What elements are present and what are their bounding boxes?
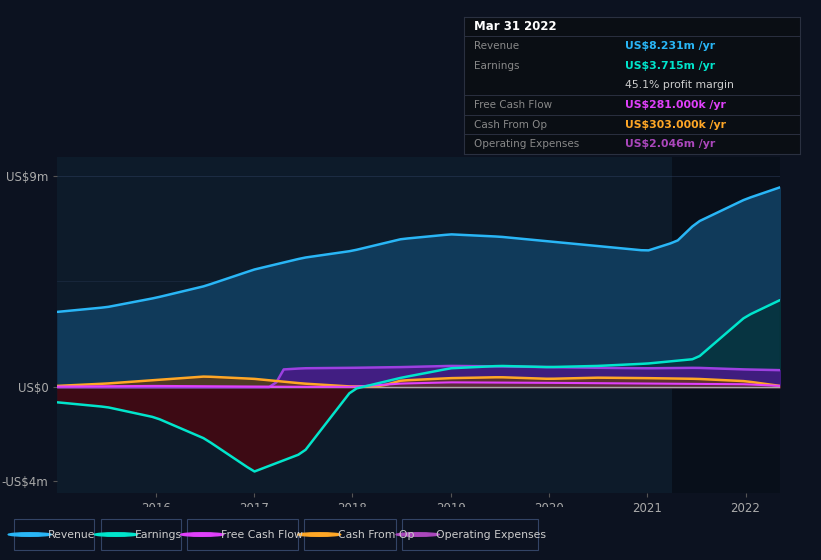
Text: Cash From Op: Cash From Op: [337, 530, 414, 539]
Text: US$2.046m /yr: US$2.046m /yr: [626, 139, 716, 149]
Text: US$281.000k /yr: US$281.000k /yr: [626, 100, 727, 110]
Circle shape: [298, 533, 341, 536]
Text: Free Cash Flow: Free Cash Flow: [221, 530, 302, 539]
Text: Free Cash Flow: Free Cash Flow: [474, 100, 552, 110]
Text: Revenue: Revenue: [48, 530, 96, 539]
Bar: [672, 157, 780, 493]
Text: Cash From Op: Cash From Op: [474, 120, 547, 129]
Text: US$3.715m /yr: US$3.715m /yr: [626, 61, 716, 71]
Circle shape: [181, 533, 224, 536]
Text: Operating Expenses: Operating Expenses: [436, 530, 546, 539]
Text: Operating Expenses: Operating Expenses: [474, 139, 579, 149]
Text: Revenue: Revenue: [474, 41, 519, 51]
Text: US$303.000k /yr: US$303.000k /yr: [626, 120, 727, 129]
Circle shape: [94, 533, 138, 536]
Text: Earnings: Earnings: [135, 530, 181, 539]
Text: US$8.231m /yr: US$8.231m /yr: [626, 41, 716, 51]
Circle shape: [397, 533, 439, 536]
Text: 45.1% profit margin: 45.1% profit margin: [626, 81, 734, 90]
Text: Earnings: Earnings: [474, 61, 520, 71]
Circle shape: [8, 533, 52, 536]
Text: Mar 31 2022: Mar 31 2022: [474, 20, 557, 33]
